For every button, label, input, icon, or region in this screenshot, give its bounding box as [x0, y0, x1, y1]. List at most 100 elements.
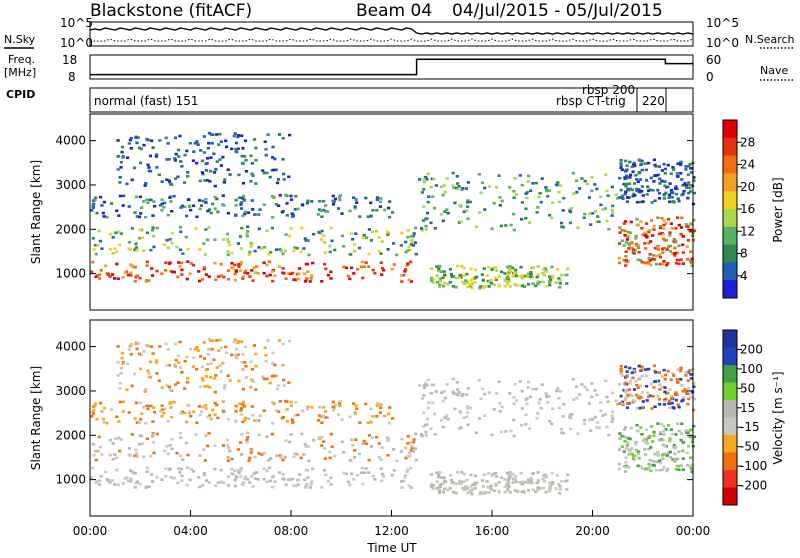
velocity-echo [155, 432, 159, 436]
power-echo [176, 175, 180, 179]
velocity-echo [146, 344, 150, 348]
power-echo [435, 265, 439, 268]
power-echo [639, 258, 643, 262]
power-echo [639, 220, 643, 223]
velocity-echo [555, 474, 559, 477]
velocity-echo [160, 478, 164, 481]
power-echo [354, 198, 358, 201]
colorbar-segment [723, 452, 737, 471]
power-echo [654, 262, 659, 266]
nave-label: Nave [760, 64, 788, 77]
freq-tick-bottom: 8 [68, 70, 76, 84]
velocity-echo [251, 485, 255, 488]
velocity-echo [230, 467, 234, 471]
velocity-echo [349, 459, 353, 462]
power-echo [575, 190, 579, 194]
velocity-echo [439, 391, 444, 395]
velocity-echo [188, 478, 192, 482]
velocity-echo [364, 402, 368, 406]
power-echo [518, 275, 522, 278]
power-echo [284, 193, 288, 197]
power-echo [637, 188, 641, 191]
velocity-echo [411, 440, 416, 444]
power-echo [119, 166, 123, 169]
power-echo [409, 235, 413, 238]
power-echo [254, 158, 258, 162]
velocity-echo [96, 449, 100, 453]
power-echo [431, 195, 435, 198]
velocity-echo [490, 433, 494, 437]
power-echo [330, 239, 334, 243]
power-echo [640, 159, 644, 163]
power-echo [583, 212, 587, 216]
power-echo [136, 136, 140, 139]
velocity-echo [270, 432, 274, 436]
velocity-echo [304, 484, 308, 488]
velocity-echo [400, 486, 404, 489]
velocity-echo [223, 384, 227, 387]
power-echo [271, 270, 275, 273]
velocity-echo [686, 431, 690, 434]
power-echo [661, 247, 665, 251]
velocity-echo [271, 362, 275, 365]
velocity-echo [163, 407, 167, 411]
power-echo [679, 161, 683, 164]
power-echo [672, 238, 676, 241]
velocity-echo [144, 421, 148, 425]
power-echo [183, 205, 187, 209]
power-echo [410, 240, 414, 243]
velocity-echo [276, 387, 280, 391]
power-echo [379, 261, 383, 264]
velocity-echo [652, 364, 656, 368]
velocity-echo [667, 402, 671, 405]
power-echo [236, 135, 240, 139]
velocity-echo [289, 433, 293, 436]
power-echo [399, 244, 403, 247]
velocity-echo [353, 449, 357, 452]
velocity-echo [404, 446, 408, 450]
velocity-echo [630, 452, 634, 456]
power-echo [591, 212, 595, 215]
power-echo [157, 173, 161, 177]
cpid-rbsp-ct-label: rbsp CT-trig [556, 94, 626, 108]
power-echo [100, 247, 104, 250]
power-echo [149, 169, 153, 173]
velocity-echo [544, 490, 548, 494]
power-echo [414, 252, 418, 256]
velocity-echo [445, 414, 449, 417]
velocity-echo [281, 342, 285, 346]
velocity-echo [245, 438, 249, 442]
velocity-echo [391, 417, 395, 420]
power-echo [278, 194, 282, 197]
velocity-echo [237, 471, 241, 475]
power-echo [292, 249, 296, 253]
velocity-echo [662, 399, 666, 403]
velocity-echo [679, 378, 683, 381]
power-echo [331, 199, 335, 203]
velocity-echo [479, 397, 483, 400]
power-echo [692, 229, 696, 232]
velocity-echo [410, 446, 414, 449]
velocity-echo [271, 422, 275, 425]
velocity-echo [692, 424, 696, 428]
velocity-echo [469, 485, 473, 488]
velocity-echo [275, 454, 279, 457]
power-echo [154, 155, 158, 158]
velocity-echo [353, 455, 357, 459]
velocity-echo [188, 347, 192, 351]
velocity-echo [138, 482, 142, 486]
velocity-echo [195, 346, 199, 350]
velocity-echo [684, 371, 688, 374]
velocity-echo [90, 476, 94, 480]
power-echo [233, 132, 237, 135]
power-echo [629, 220, 633, 224]
power-echo [264, 148, 268, 151]
velocity-echo [340, 418, 344, 421]
freq-tick-top: 18 [62, 53, 77, 67]
power-echo [110, 273, 115, 276]
power-echo [152, 245, 156, 249]
velocity-echo [160, 408, 164, 412]
power-echo [144, 280, 148, 283]
velocity-echo [645, 428, 649, 431]
power-echo [441, 193, 445, 197]
